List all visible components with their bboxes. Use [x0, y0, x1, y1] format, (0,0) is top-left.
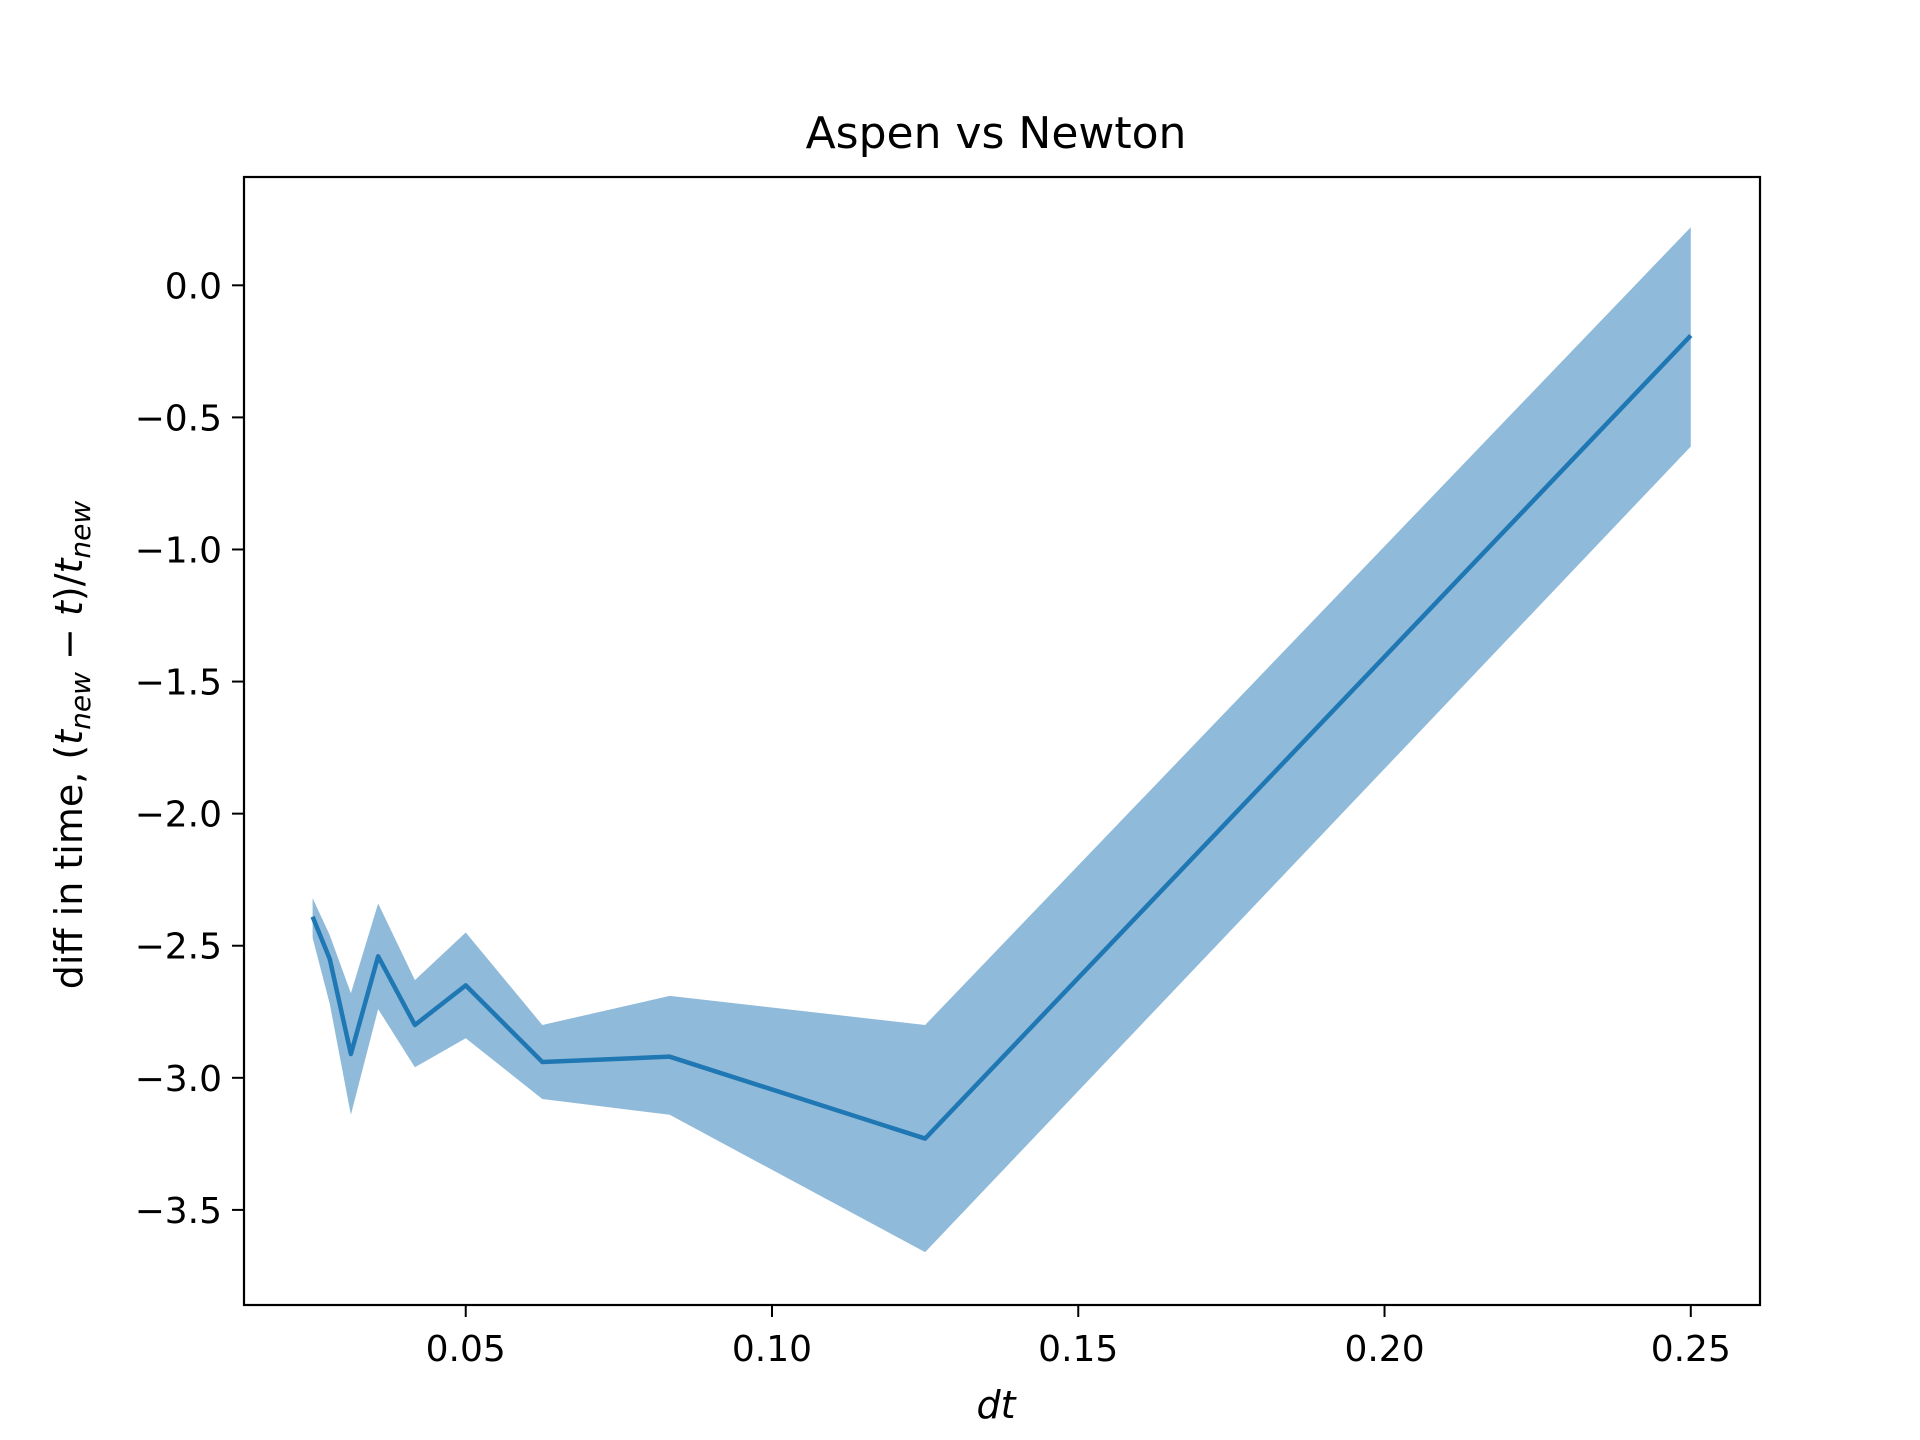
y-tick-label: −3.5	[135, 1191, 222, 1232]
y-axis-label-sub3: new	[64, 501, 97, 559]
y-axis-label-t1: t	[47, 728, 91, 745]
y-tick-label: −2.5	[135, 927, 222, 968]
y-axis-label-close: )/	[47, 573, 91, 601]
y-tick-label: −2.0	[135, 795, 222, 836]
x-tick-label: 0.25	[1651, 1329, 1731, 1370]
y-tick-label: −3.0	[135, 1059, 222, 1100]
confidence-bands	[312, 227, 1691, 1253]
x-tick-label: 0.20	[1344, 1329, 1424, 1370]
y-tick-label: −0.5	[135, 398, 222, 439]
series-lines	[310, 333, 1693, 1141]
y-axis-label-prefix: diff in time, (	[47, 745, 91, 990]
y-axis-label: diff in time, (tnew − t)/tnew	[47, 501, 97, 990]
y-axis-label-t2: t	[47, 599, 91, 616]
x-tick-label: 0.10	[732, 1329, 812, 1370]
y-axis-label-sub1: new	[64, 672, 97, 730]
series-0-band	[312, 227, 1691, 1253]
y-axis-label-mid: −	[47, 616, 91, 672]
x-axis-label: dt	[976, 1383, 1017, 1427]
y-axis-label-t3: t	[47, 556, 91, 573]
chart-title: Aspen vs Newton	[806, 108, 1187, 159]
y-tick-label: −1.0	[135, 530, 222, 571]
plot-frame	[242, 175, 1762, 1307]
y-tick-label: −1.5	[135, 663, 222, 704]
x-tick-label: 0.15	[1038, 1329, 1118, 1370]
y-tick-label: 0.0	[165, 266, 222, 307]
series-0-line	[310, 333, 1693, 1141]
x-axis-ticks: 0.05 0.10 0.15 0.20 0.25	[426, 1305, 1731, 1370]
y-axis-ticks: 0.0 −0.5 −1.0 −1.5 −2.0 −2.5 −3.0 −3.5	[135, 266, 244, 1232]
x-tick-label: 0.05	[426, 1329, 506, 1370]
